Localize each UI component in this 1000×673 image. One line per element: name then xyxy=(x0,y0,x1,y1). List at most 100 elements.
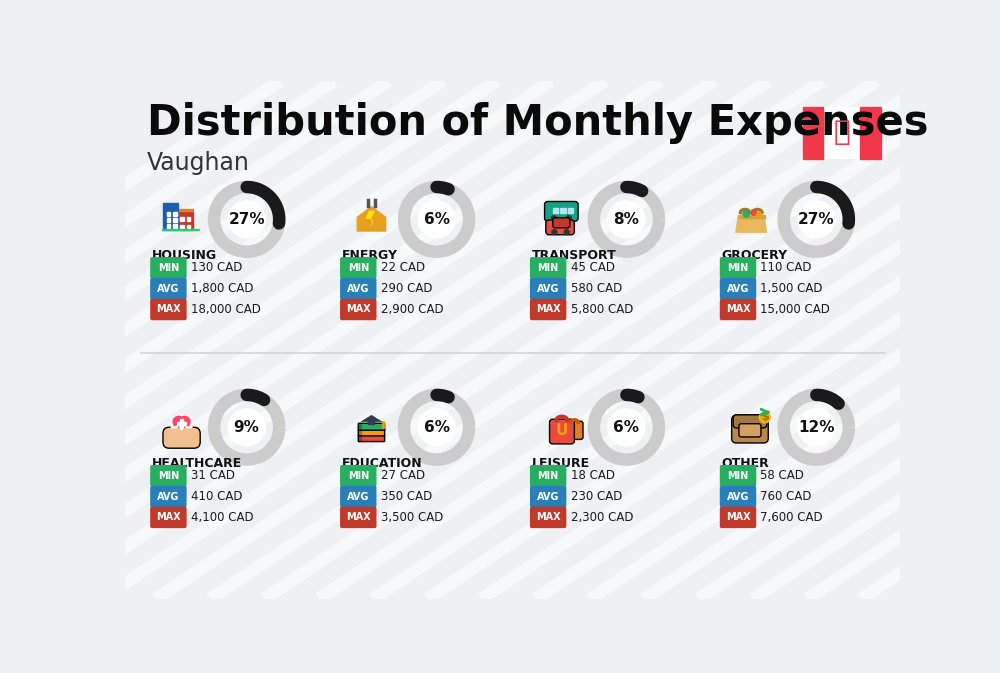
Text: Distribution of Monthly Expenses: Distribution of Monthly Expenses xyxy=(147,102,928,144)
FancyBboxPatch shape xyxy=(358,435,385,441)
Text: 3,500 CAD: 3,500 CAD xyxy=(381,511,443,524)
FancyBboxPatch shape xyxy=(553,218,570,228)
FancyBboxPatch shape xyxy=(150,507,187,528)
Polygon shape xyxy=(357,206,386,232)
Text: EDUCATION: EDUCATION xyxy=(342,456,423,470)
FancyBboxPatch shape xyxy=(530,257,566,279)
FancyBboxPatch shape xyxy=(150,486,187,507)
Text: 18 CAD: 18 CAD xyxy=(571,469,615,483)
Text: MAX: MAX xyxy=(346,304,371,314)
Text: 27 CAD: 27 CAD xyxy=(381,469,425,483)
FancyBboxPatch shape xyxy=(150,257,187,279)
Circle shape xyxy=(757,212,761,217)
Text: 18,000 CAD: 18,000 CAD xyxy=(191,303,261,316)
FancyBboxPatch shape xyxy=(150,299,187,320)
Bar xyxy=(163,203,178,230)
FancyBboxPatch shape xyxy=(358,423,385,430)
Polygon shape xyxy=(735,217,767,233)
FancyBboxPatch shape xyxy=(163,427,200,448)
Text: 31 CAD: 31 CAD xyxy=(191,469,235,483)
Bar xyxy=(179,211,193,230)
Text: 7,600 CAD: 7,600 CAD xyxy=(761,511,823,524)
Bar xyxy=(187,217,190,221)
Bar xyxy=(738,215,765,218)
Text: 580 CAD: 580 CAD xyxy=(571,282,622,295)
FancyBboxPatch shape xyxy=(340,486,376,507)
Text: 9%: 9% xyxy=(234,420,260,435)
Text: MAX: MAX xyxy=(726,512,750,522)
Polygon shape xyxy=(365,211,375,228)
Circle shape xyxy=(564,229,569,235)
Text: MIN: MIN xyxy=(348,263,369,273)
Text: 12%: 12% xyxy=(798,420,835,435)
Bar xyxy=(173,218,177,222)
Text: AVG: AVG xyxy=(347,283,369,293)
Text: MIN: MIN xyxy=(538,263,559,273)
Text: AVG: AVG xyxy=(347,491,369,501)
Bar xyxy=(179,209,193,211)
Text: 15,000 CAD: 15,000 CAD xyxy=(761,303,830,316)
Text: 110 CAD: 110 CAD xyxy=(761,261,812,275)
Text: 230 CAD: 230 CAD xyxy=(571,490,622,503)
Text: 2,300 CAD: 2,300 CAD xyxy=(571,511,633,524)
Text: MAX: MAX xyxy=(156,512,181,522)
FancyBboxPatch shape xyxy=(530,507,566,528)
Text: TRANSPORT: TRANSPORT xyxy=(532,248,617,262)
Bar xyxy=(180,419,183,427)
Text: MIN: MIN xyxy=(538,471,559,481)
Text: MAX: MAX xyxy=(346,512,371,522)
Text: $: $ xyxy=(761,413,769,423)
FancyBboxPatch shape xyxy=(530,465,566,487)
Circle shape xyxy=(551,215,556,221)
Text: 290 CAD: 290 CAD xyxy=(381,282,432,295)
Bar xyxy=(180,217,184,221)
Text: U: U xyxy=(556,423,568,437)
FancyBboxPatch shape xyxy=(150,278,187,299)
Bar xyxy=(187,225,190,228)
FancyBboxPatch shape xyxy=(720,507,756,528)
Bar xyxy=(560,208,566,213)
FancyBboxPatch shape xyxy=(358,429,385,436)
Text: AVG: AVG xyxy=(157,491,180,501)
FancyBboxPatch shape xyxy=(732,415,768,443)
Text: 4,100 CAD: 4,100 CAD xyxy=(191,511,254,524)
FancyBboxPatch shape xyxy=(340,299,376,320)
FancyBboxPatch shape xyxy=(150,465,187,487)
Text: MIN: MIN xyxy=(727,471,749,481)
Text: 410 CAD: 410 CAD xyxy=(191,490,242,503)
Text: ENERGY: ENERGY xyxy=(342,248,398,262)
Text: AVG: AVG xyxy=(537,491,559,501)
FancyBboxPatch shape xyxy=(530,278,566,299)
Circle shape xyxy=(751,210,756,215)
FancyBboxPatch shape xyxy=(340,278,376,299)
Text: Vaughan: Vaughan xyxy=(147,151,250,175)
Circle shape xyxy=(608,409,645,446)
FancyBboxPatch shape xyxy=(733,415,767,428)
Circle shape xyxy=(418,201,455,238)
Text: LEISURE: LEISURE xyxy=(532,456,590,470)
Bar xyxy=(167,218,170,222)
Text: 5,800 CAD: 5,800 CAD xyxy=(571,303,633,316)
Bar xyxy=(167,224,170,228)
Text: 1,800 CAD: 1,800 CAD xyxy=(191,282,253,295)
Circle shape xyxy=(552,229,557,235)
Text: 1,500 CAD: 1,500 CAD xyxy=(761,282,823,295)
Bar xyxy=(803,107,823,160)
FancyBboxPatch shape xyxy=(530,486,566,507)
Text: 2,900 CAD: 2,900 CAD xyxy=(381,303,443,316)
FancyBboxPatch shape xyxy=(530,299,566,320)
Text: 350 CAD: 350 CAD xyxy=(381,490,432,503)
Circle shape xyxy=(228,409,265,446)
Circle shape xyxy=(761,413,769,421)
Circle shape xyxy=(743,211,749,217)
Text: MIN: MIN xyxy=(727,263,749,273)
Text: HOUSING: HOUSING xyxy=(152,248,217,262)
Circle shape xyxy=(759,412,770,423)
Text: HEALTHCARE: HEALTHCARE xyxy=(152,456,242,470)
FancyBboxPatch shape xyxy=(340,507,376,528)
Text: MIN: MIN xyxy=(348,471,369,481)
Circle shape xyxy=(608,201,645,238)
FancyBboxPatch shape xyxy=(545,201,578,221)
Text: 45 CAD: 45 CAD xyxy=(571,261,615,275)
Text: 58 CAD: 58 CAD xyxy=(761,469,804,483)
